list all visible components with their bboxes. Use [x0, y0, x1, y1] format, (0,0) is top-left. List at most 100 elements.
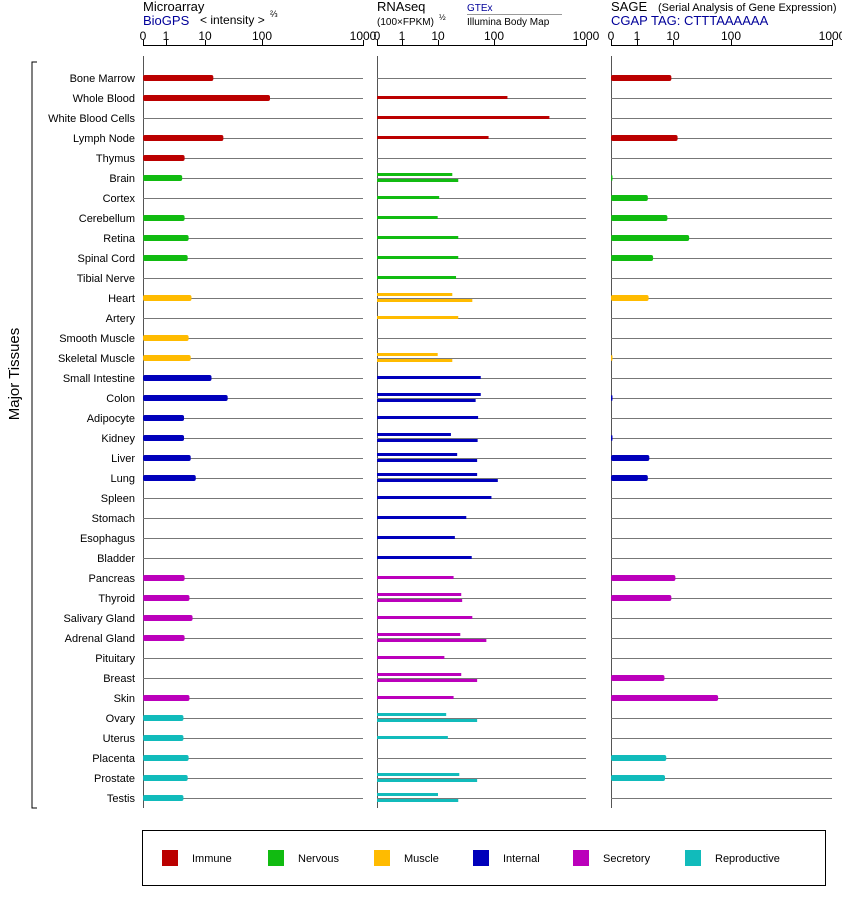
rnaseq-illumina-bar: [377, 399, 476, 402]
microarray-bar: [143, 255, 188, 261]
tissue-label: Colon: [106, 393, 135, 405]
legend-label-immune: Immune: [192, 853, 232, 865]
tissue-label: Liver: [111, 453, 135, 465]
microarray-bar: [143, 155, 185, 161]
sage-bar: [611, 295, 649, 301]
tissue-label: Ovary: [106, 713, 136, 725]
sage-bar: [611, 235, 690, 241]
sage-bar: [611, 135, 678, 141]
rnaseq-illumina-bar: [377, 299, 473, 302]
rnaseq-illumina-bar: [377, 256, 459, 259]
microarray-bar: [143, 635, 185, 641]
tissue-label: Uterus: [103, 733, 136, 745]
sage-bar: [611, 355, 613, 361]
tissue-label: Adrenal Gland: [65, 633, 135, 645]
rnaseq-illumina-bar: [377, 359, 453, 362]
rnaseq-source-illumina: Illumina Body Map: [467, 17, 550, 28]
sage-tick-label: 1000: [819, 29, 842, 43]
tissue-label: Pituitary: [95, 653, 135, 665]
y-axis-label: Major Tissues: [6, 328, 23, 421]
rnaseq-illumina-bar: [377, 439, 478, 442]
sage-bar: [611, 675, 665, 681]
tissue-label: Artery: [106, 313, 136, 325]
tissue-label: White Blood Cells: [48, 113, 135, 125]
rnaseq-illumina-bar: [377, 416, 479, 419]
rnaseq-illumina-bar: [377, 179, 459, 182]
sage-tick-label: 0: [608, 29, 615, 43]
sage-bar: [611, 755, 667, 761]
microarray-bar: [143, 235, 189, 241]
rnaseq-illumina-bar: [377, 599, 463, 602]
tissue-label: Bone Marrow: [70, 73, 135, 85]
rnaseq-gtex-bar: [377, 173, 453, 176]
sage-bar: [611, 215, 668, 221]
microarray-tick-label: 1: [163, 29, 170, 43]
legend-label-reproductive: Reproductive: [715, 853, 780, 865]
microarray-bar: [143, 395, 228, 401]
microarray-bar: [143, 295, 192, 301]
sage-tick-label: 10: [666, 29, 680, 43]
microarray-tick-label: 1000: [350, 29, 377, 43]
tissue-label: Adipocyte: [87, 413, 135, 425]
rnaseq-title: RNAseq: [377, 0, 425, 14]
rnaseq-gtex-bar: [377, 673, 462, 676]
sage-tick-label: 100: [721, 29, 741, 43]
sage-bar: [611, 175, 613, 181]
microarray-bar: [143, 355, 191, 361]
microarray-bar: [143, 435, 185, 441]
legend-swatch-secretory: [573, 850, 589, 866]
sage-bar: [611, 575, 676, 581]
tissue-label: Breast: [103, 673, 135, 685]
rnaseq-illumina-bar: [377, 136, 489, 139]
rnaseq-illumina-bar: [377, 496, 492, 499]
microarray-bar: [143, 695, 190, 701]
rnaseq-gtex-bar: [377, 473, 478, 476]
y-axis-bracket: [31, 61, 37, 809]
tissue-label: Tibial Nerve: [77, 273, 135, 285]
microarray-bar: [143, 795, 184, 801]
rnaseq-illumina-bar: [377, 719, 478, 722]
rnaseq-illumina-bar: [377, 236, 459, 239]
microarray-bar: [143, 575, 185, 581]
microarray-bar: [143, 735, 184, 741]
rnaseq-gtex-bar: [377, 593, 462, 596]
sage-tick-label: 1: [634, 29, 641, 43]
microarray-bar: [143, 715, 184, 721]
microarray-bar: [143, 215, 185, 221]
rnaseq-illumina-bar: [377, 616, 473, 619]
tissue-label: Bladder: [97, 553, 135, 565]
rnaseq-tick-label: 0: [374, 29, 381, 43]
rnaseq-illumina-bar: [377, 576, 454, 579]
sage-bar: [611, 75, 672, 81]
rnaseq-illumina-bar: [377, 376, 481, 379]
legend-label-nervous: Nervous: [298, 853, 339, 865]
rnaseq-illumina-bar: [377, 639, 487, 642]
rnaseq-illumina-bar: [377, 196, 440, 199]
legend-swatch-internal: [473, 850, 489, 866]
legend-swatch-immune: [162, 850, 178, 866]
microarray-bar: [143, 375, 212, 381]
microarray-source: BioGPS: [143, 13, 190, 28]
microarray-bar: [143, 475, 196, 481]
tissue-label: Retina: [103, 233, 136, 245]
rnaseq-illumina-bar: [377, 556, 472, 559]
microarray-tick-label: 100: [252, 29, 272, 43]
tissue-label: Cerebellum: [79, 213, 135, 225]
rnaseq-illumina-bar: [377, 216, 438, 219]
rnaseq-tick-label: 1000: [573, 29, 600, 43]
rnaseq-illumina-bar: [377, 276, 457, 279]
microarray-bar: [143, 335, 189, 341]
rnaseq-tick-label: 100: [484, 29, 504, 43]
legend-swatch-reproductive: [685, 850, 701, 866]
rnaseq-illumina-bar: [377, 536, 455, 539]
rnaseq-gtex-bar: [377, 713, 447, 716]
legend-label-muscle: Muscle: [404, 853, 439, 865]
microarray-unit-exponent: ⅔: [270, 9, 278, 19]
rnaseq-gtex-bar: [377, 633, 461, 636]
rnaseq-gtex-bar: [377, 353, 438, 356]
rnaseq-gtex-bar: [377, 793, 438, 796]
tissue-label: Thymus: [96, 153, 136, 165]
rnaseq-gtex-bar: [377, 773, 460, 776]
rnaseq-illumina-bar: [377, 96, 508, 99]
tissue-label: Skin: [114, 693, 135, 705]
